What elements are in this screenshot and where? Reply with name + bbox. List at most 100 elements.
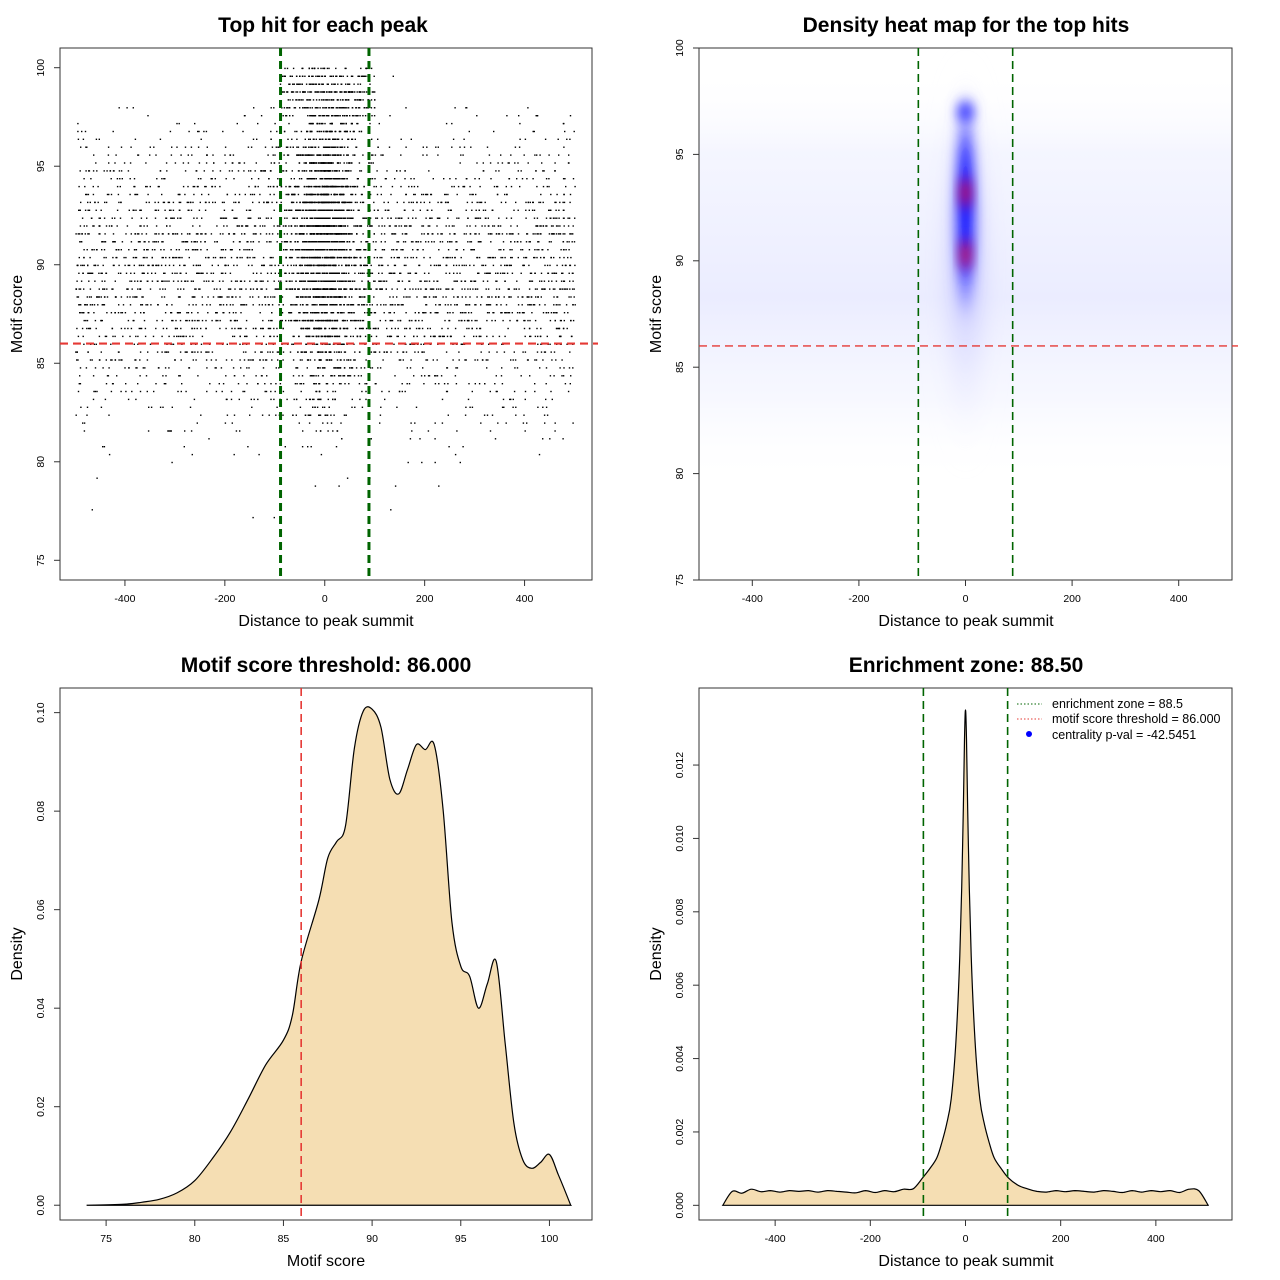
hit-point <box>155 233 158 235</box>
hit-point <box>340 304 342 306</box>
hit-point <box>306 233 308 235</box>
hit-point <box>158 185 160 188</box>
hit-point <box>404 241 407 243</box>
hit-point <box>211 319 213 322</box>
hit-point <box>416 249 418 251</box>
hit-point <box>344 170 346 172</box>
hit-point <box>440 233 442 235</box>
hit-point <box>553 256 555 259</box>
hit-point <box>571 241 573 243</box>
hit-point <box>446 335 449 338</box>
hit-point <box>144 241 146 243</box>
hit-point <box>421 327 424 330</box>
hit-point <box>320 296 322 298</box>
hit-point <box>117 312 120 314</box>
hit-point <box>541 162 543 164</box>
hit-point <box>504 280 506 282</box>
hit-point <box>541 288 543 290</box>
hit-point <box>208 351 210 353</box>
hit-point <box>89 256 91 259</box>
hit-point <box>528 249 531 251</box>
hit-point <box>327 430 329 432</box>
hit-point <box>388 335 391 338</box>
hit-point <box>448 446 450 448</box>
hit-point <box>549 264 551 267</box>
hit-point <box>87 264 89 267</box>
hit-point <box>219 319 221 322</box>
hit-point <box>486 367 488 369</box>
hit-point <box>325 359 327 361</box>
hit-point <box>263 201 265 204</box>
hit-point <box>467 241 469 243</box>
hit-point <box>388 390 390 393</box>
hit-point <box>571 272 574 274</box>
hit-point <box>314 359 316 361</box>
hit-point <box>94 319 97 322</box>
hit-point <box>336 193 339 196</box>
hit-point <box>238 201 240 204</box>
hit-point <box>112 264 115 267</box>
hit-point <box>298 256 300 259</box>
hit-point <box>533 217 536 219</box>
hit-point <box>297 209 299 211</box>
hit-point <box>376 170 378 172</box>
hit-point <box>248 249 251 251</box>
hit-point <box>197 233 199 235</box>
hit-point <box>180 217 182 219</box>
hit-point <box>562 288 564 290</box>
hit-point <box>103 170 105 172</box>
hit-point <box>271 233 274 235</box>
hit-point <box>421 233 423 235</box>
hit-point <box>560 249 562 251</box>
hit-point <box>328 288 330 290</box>
hit-point <box>493 130 495 133</box>
hit-point <box>195 170 197 172</box>
hit-point <box>100 351 102 353</box>
hit-point <box>420 201 422 204</box>
hit-point <box>87 272 89 274</box>
hit-point <box>236 319 238 322</box>
hit-point <box>80 264 82 267</box>
hit-point <box>400 154 402 156</box>
hit-point <box>553 351 556 353</box>
hit-point <box>181 256 183 259</box>
hit-point <box>572 422 574 424</box>
hit-point <box>77 138 80 140</box>
hit-point <box>281 296 284 298</box>
hit-point <box>292 359 295 361</box>
hit-point <box>344 319 346 322</box>
hit-point <box>505 264 508 267</box>
hit-point <box>525 256 527 259</box>
hit-point <box>381 217 383 219</box>
hit-point <box>252 272 255 274</box>
hit-point <box>281 241 283 243</box>
hit-point <box>137 288 139 290</box>
hit-point <box>294 233 297 235</box>
hit-point <box>209 383 211 385</box>
hit-point <box>205 130 208 133</box>
hit-point <box>423 201 425 204</box>
hit-point <box>383 225 386 227</box>
hit-point <box>310 225 312 227</box>
hit-point <box>245 304 248 306</box>
hit-point <box>339 304 341 306</box>
hit-point <box>350 233 352 235</box>
hit-point <box>478 201 480 204</box>
hit-point <box>265 217 268 219</box>
hit-point <box>240 327 242 330</box>
hit-point <box>93 264 95 267</box>
hit-point <box>150 406 153 408</box>
hit-point <box>424 280 426 282</box>
hit-point <box>544 304 546 306</box>
hit-point <box>79 375 81 377</box>
hit-point <box>341 241 343 243</box>
hit-point <box>270 162 272 164</box>
hit-point <box>468 130 470 133</box>
hit-point <box>344 296 346 298</box>
hit-point <box>411 185 413 188</box>
hit-point <box>187 201 190 204</box>
hit-point <box>122 335 124 338</box>
hit-point <box>528 264 530 267</box>
hit-point <box>471 209 473 211</box>
hit-point <box>356 225 358 227</box>
